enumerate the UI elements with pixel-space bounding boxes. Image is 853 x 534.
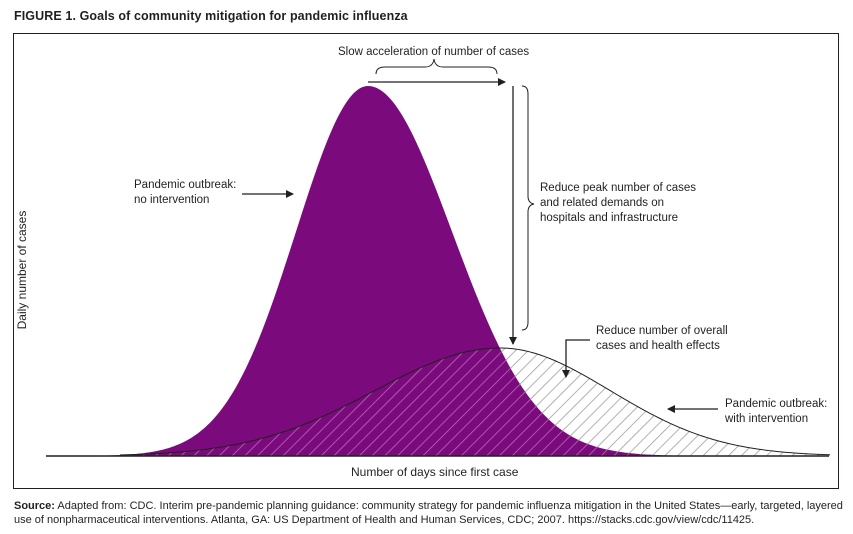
- reduce-overall-label-line1: Reduce number of overall: [596, 325, 728, 337]
- with-intervention-label-line1: Pandemic outbreak:: [725, 398, 828, 410]
- no-intervention-curve-area: [50, 86, 700, 456]
- no-intervention-label-line2: no intervention: [134, 194, 210, 206]
- source-text: Adapted from: CDC. Interim pre-pandemic …: [14, 500, 843, 526]
- y-axis-label: Daily number of cases: [15, 210, 29, 330]
- reduce-peak-label-line3: hospitals and infrastructure: [540, 212, 679, 224]
- reduce-peak-brace: [521, 85, 535, 331]
- figure-title: FIGURE 1. Goals of community mitigation …: [14, 9, 408, 23]
- figure-frame: [13, 33, 839, 489]
- with-intervention-label-line2: with intervention: [725, 413, 809, 425]
- source-label: Source:: [14, 500, 55, 512]
- source-note: Source: Adapted from: CDC. Interim pre-p…: [14, 499, 844, 527]
- reduce-overall-arrow: [562, 339, 590, 378]
- reduce-peak-label-line2: and related demands on: [540, 197, 665, 209]
- reduce-overall-label-line2: cases and health effects: [596, 340, 720, 352]
- reduce-peak-label-line1: Reduce peak number of cases: [540, 182, 696, 194]
- x-axis-label: Number of days since first case: [351, 465, 519, 479]
- no-intervention-label-line1: Pandemic outbreak:: [134, 179, 237, 191]
- intervention-curve-line: [119, 347, 831, 456]
- slow-acceleration-label: Slow acceleration of number of cases: [338, 46, 530, 58]
- slow-acceleration-brace: [375, 58, 498, 75]
